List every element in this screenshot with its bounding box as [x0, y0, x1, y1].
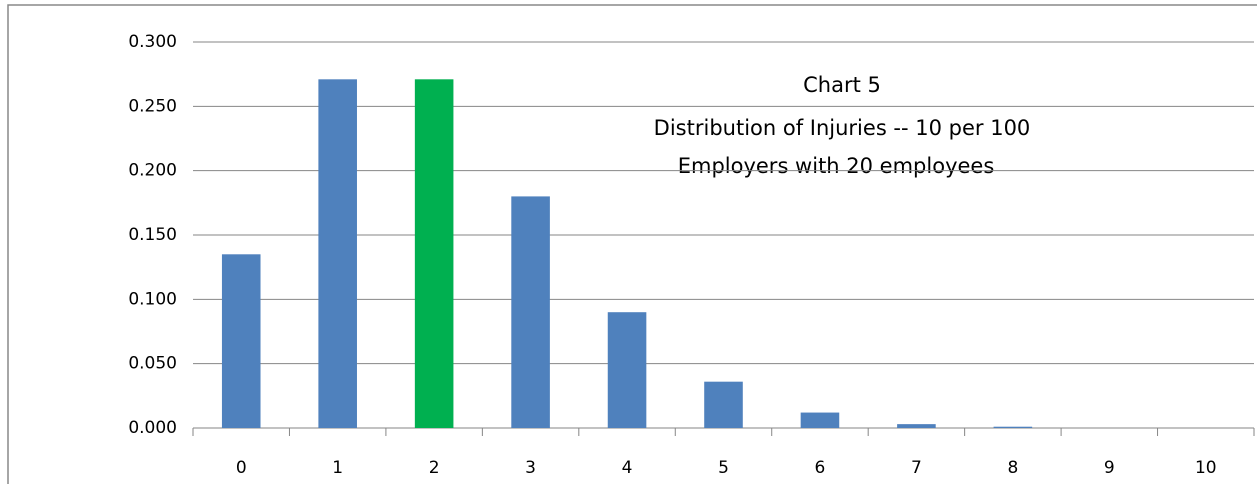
y-tick-label: 0.250 [128, 96, 177, 116]
x-tick-label: 3 [525, 458, 536, 478]
chart-title: Chart 5 [803, 73, 881, 97]
x-tick-label: 10 [1195, 458, 1217, 478]
x-tick-label: 7 [911, 458, 922, 478]
bar [221, 254, 261, 428]
x-tick-label: 0 [236, 458, 247, 478]
y-tick-label: 0.150 [128, 225, 177, 245]
y-tick-label: 0.050 [128, 354, 177, 374]
bar [414, 79, 454, 429]
y-tick-label: 0.000 [128, 418, 177, 438]
x-tick-label: 5 [718, 458, 729, 478]
x-tick-label: 9 [1104, 458, 1115, 478]
x-tick-label: 8 [1007, 458, 1018, 478]
bar [704, 381, 743, 428]
bar [800, 412, 840, 428]
chart-subtitle: Distribution of Injuries -- 10 per 100 [654, 116, 1031, 140]
x-tick-label: 6 [815, 458, 826, 478]
y-tick-label: 0.100 [128, 289, 177, 309]
bar [897, 424, 936, 428]
bar [318, 79, 357, 429]
y-tick-label: 0.300 [128, 32, 177, 52]
chart-subtitle: Employers with 20 employees [678, 154, 995, 178]
bar [993, 426, 1033, 428]
x-tick-label: 2 [429, 458, 440, 478]
x-tick-label: 4 [622, 458, 633, 478]
bar [511, 196, 550, 428]
x-tick-label: 1 [332, 458, 343, 478]
y-tick-label: 0.200 [128, 161, 177, 181]
bar [607, 312, 647, 428]
